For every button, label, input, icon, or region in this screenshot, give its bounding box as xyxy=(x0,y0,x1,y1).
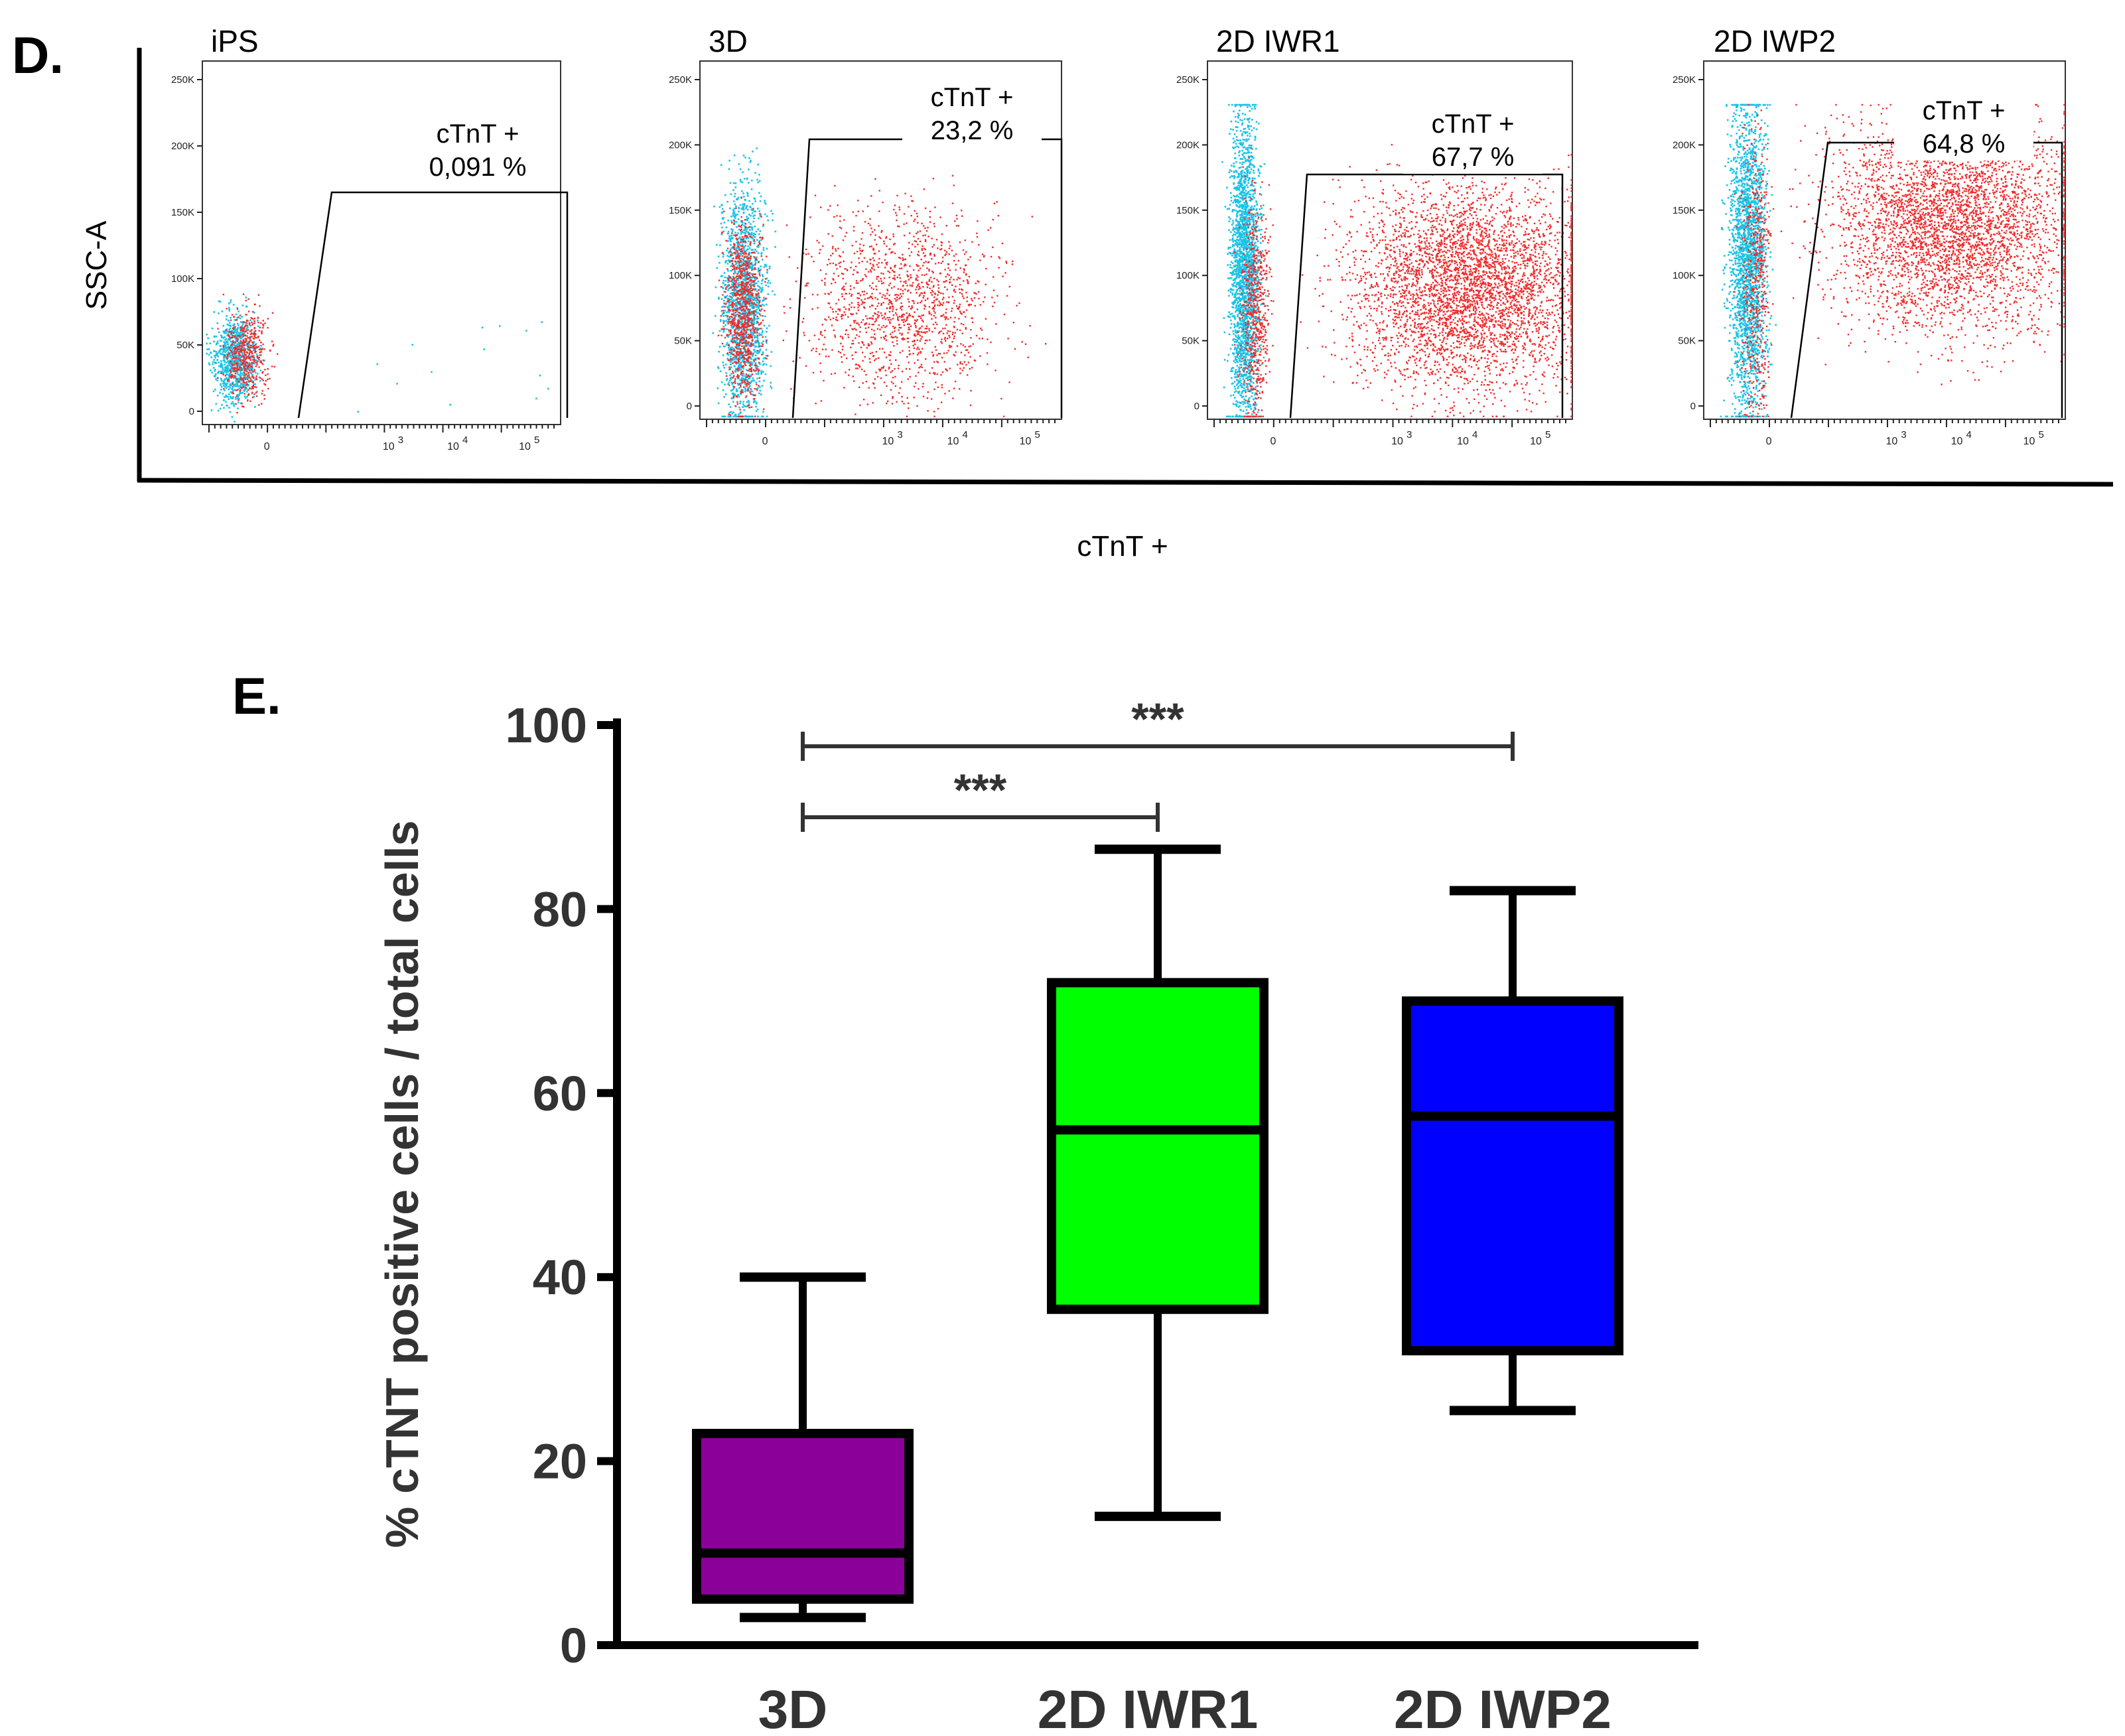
panel-d-label: D. xyxy=(12,26,64,84)
flow-x-exponent: 3 xyxy=(398,434,403,446)
significance-label: *** xyxy=(954,765,1007,815)
flow-x-exponent: 5 xyxy=(1035,429,1040,440)
flow-y-tick-label: 250K xyxy=(1176,74,1200,86)
flow-x-ticks xyxy=(1710,419,2059,427)
flow-plot-title: 2D IWR1 xyxy=(1216,24,1340,58)
gate-percent: 23,2 % xyxy=(931,116,1014,145)
flow-x-exponent: 3 xyxy=(1406,429,1412,440)
flow-plot-title: 2D IWP2 xyxy=(1714,24,1836,58)
box-iqr xyxy=(1052,982,1264,1309)
y-tick-label: 40 xyxy=(533,1250,587,1305)
y-tick-label: 0 xyxy=(560,1618,587,1673)
flow-x-decade-label: 10 xyxy=(1391,436,1403,447)
box-3 xyxy=(1406,891,1619,1411)
figure: D. SSC-A cTnT + iPS cTnT + 0,091 % 250K 200K… xyxy=(0,0,2125,1736)
flow-x-decade-label: 10 xyxy=(383,441,395,452)
flow-y-tick-label: 200K xyxy=(1673,139,1696,151)
flow-y-tick-label: 250K xyxy=(669,74,692,86)
gate-label: cTnT + xyxy=(931,83,1014,112)
flow-y-tick-label: 0 xyxy=(687,401,692,412)
flow-x-decade-label: 10 xyxy=(1020,436,1032,447)
flow-plot-title: 3D xyxy=(709,24,748,58)
box-1 xyxy=(697,1277,909,1617)
flow-x-exponent: 5 xyxy=(534,434,539,446)
flow-x-exponent: 3 xyxy=(897,429,902,440)
flow-x-decade-label: 0 xyxy=(1766,436,1772,447)
flow-y-tick-label: 150K xyxy=(171,207,194,218)
flow-x-exponent: 5 xyxy=(2039,429,2044,440)
flow-y-tick-label: 50K xyxy=(674,336,692,347)
flow-plot: 2D IWP2 cTnT + 64,8 % 250K 200K 150K 100K 50K 0 0… xyxy=(1673,24,2065,447)
flow-y-tick-label: 0 xyxy=(1194,401,1200,412)
gate-percent: 64,8 % xyxy=(1923,129,2006,159)
significance-label: *** xyxy=(1131,694,1184,744)
flow-x-exponent: 5 xyxy=(1545,429,1550,440)
flow-y-tick-label: 150K xyxy=(1673,205,1696,216)
flow-y-axis-label: SSC-A xyxy=(80,220,113,310)
box-chart: 0 20 40 60 80 100 % cTNT positive cells / tota… xyxy=(376,694,1698,1736)
significance-bracket: *** xyxy=(803,694,1513,761)
flow-y-tick-label: 100K xyxy=(171,273,194,285)
flow-y-tick-label: 100K xyxy=(1176,270,1200,281)
flow-y-tick-label: 0 xyxy=(189,406,194,417)
flow-x-decade-label: 10 xyxy=(1457,436,1469,447)
panel-e-label: E. xyxy=(232,667,281,725)
y-tick-label: 20 xyxy=(533,1434,587,1489)
flow-x-exponent: 4 xyxy=(462,434,468,446)
significance-bracket: *** xyxy=(803,765,1158,832)
flow-y-tick-label: 150K xyxy=(669,205,692,216)
flow-x-ticks xyxy=(209,425,554,433)
gate-percent: 67,7 % xyxy=(1432,143,1515,172)
flow-x-decade-label: 10 xyxy=(447,441,459,452)
x-category-label: 2D IWP2 xyxy=(1394,1680,1611,1736)
flow-y-tick-label: 50K xyxy=(1678,336,1696,347)
box-iqr xyxy=(697,1434,909,1599)
gate-label: cTnT + xyxy=(437,119,519,149)
flow-x-decade-label: 10 xyxy=(947,436,959,447)
flow-y-tick-label: 100K xyxy=(1673,270,1696,281)
flow-y-tick-label: 50K xyxy=(176,340,194,351)
flow-x-exponent: 4 xyxy=(963,429,968,440)
box-2 xyxy=(1052,849,1264,1516)
flow-x-exponent: 4 xyxy=(1966,429,1972,440)
flow-y-tick-label: 250K xyxy=(1673,74,1696,86)
flow-x-decade-label: 10 xyxy=(519,441,531,452)
gate-label: cTnT + xyxy=(1432,109,1515,139)
box-iqr xyxy=(1406,1001,1619,1351)
flow-x-exponent: 3 xyxy=(1901,429,1906,440)
flow-y-tick-label: 200K xyxy=(1176,139,1200,151)
flow-y-tick-label: 250K xyxy=(171,74,194,86)
flow-x-ticks xyxy=(707,419,1055,427)
flow-x-axis-label: cTnT + xyxy=(1077,530,1168,563)
flow-y-tick-label: 100K xyxy=(669,270,692,281)
flow-x-decade-label: 10 xyxy=(882,436,894,447)
flow-plot-title: iPS xyxy=(211,24,259,58)
flow-x-decade-label: 10 xyxy=(2023,436,2035,447)
gate-percent: 0,091 % xyxy=(429,153,527,182)
y-tick-label: 80 xyxy=(533,882,587,937)
flow-x-decade-label: 0 xyxy=(264,441,270,452)
flow-x-decade-label: 0 xyxy=(762,436,768,447)
flow-x-ticks xyxy=(1214,419,1566,427)
flow-x-decade-label: 10 xyxy=(1951,436,1963,447)
flow-y-tick-label: 0 xyxy=(1690,401,1696,412)
flow-x-decade-label: 0 xyxy=(1270,436,1276,447)
flow-y-tick-label: 50K xyxy=(1182,336,1200,347)
flow-x-decade-label: 10 xyxy=(1886,436,1898,447)
flow-x-exponent: 4 xyxy=(1472,429,1477,440)
flow-y-tick-label: 200K xyxy=(669,139,692,151)
flow-y-tick-label: 150K xyxy=(1176,205,1200,216)
flow-y-tick-label: 200K xyxy=(171,141,194,152)
y-tick-label: 100 xyxy=(506,698,587,753)
x-category-label: 3D xyxy=(758,1680,828,1736)
y-axis-label: % cTNT positive cells / total cells xyxy=(376,820,428,1548)
flow-plot: 2D IWR1 cTnT + 67,7 % 250K 200K 150K 100K 50K 0 0… xyxy=(1176,24,1572,447)
x-category-label: 2D IWR1 xyxy=(1038,1680,1259,1736)
gate-label: cTnT + xyxy=(1923,96,2006,125)
flow-x-decade-label: 10 xyxy=(1530,436,1542,447)
y-tick-label: 60 xyxy=(533,1066,587,1121)
